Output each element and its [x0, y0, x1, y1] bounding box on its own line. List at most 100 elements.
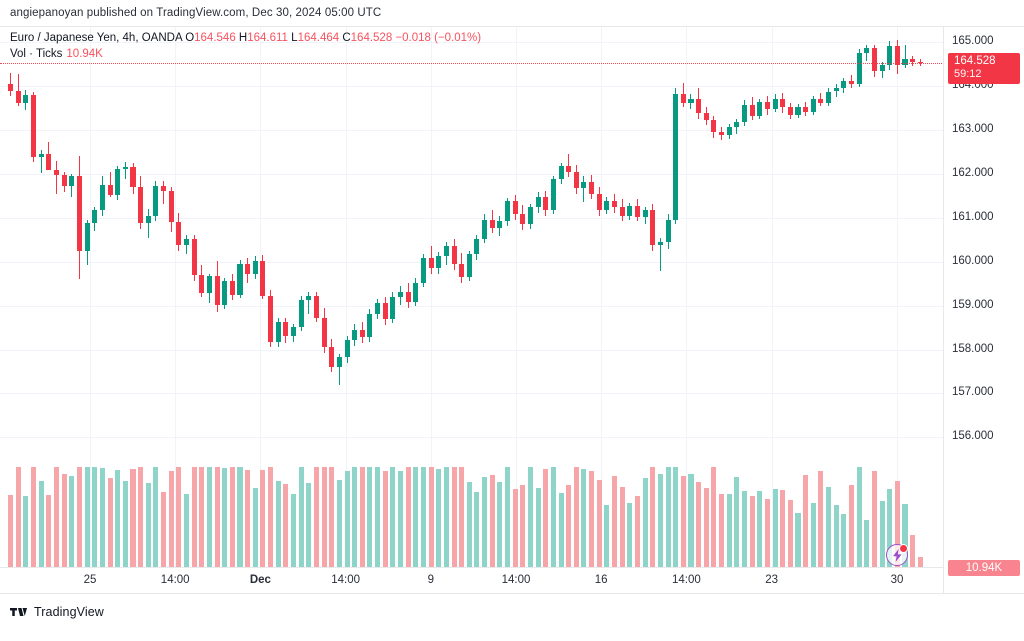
- volume-bar: [535, 487, 541, 567]
- volume-bar: [673, 467, 679, 567]
- price-axis-tick: 165.000: [952, 35, 994, 48]
- candle-body: [772, 98, 778, 110]
- candle-body: [352, 329, 358, 340]
- candle-body: [459, 263, 465, 278]
- volume-bar: [795, 512, 801, 567]
- candle-body: [841, 80, 847, 89]
- candle-body: [252, 260, 258, 275]
- published-byline: angiepanoyan published on TradingView.co…: [10, 7, 382, 19]
- current-price-badge[interactable]: 164.528 59:12: [948, 53, 1020, 85]
- candle-body: [604, 201, 610, 210]
- candle-body: [589, 181, 595, 194]
- volume-bar: [367, 467, 373, 567]
- volume-bar: [833, 504, 839, 567]
- chart-plot-area[interactable]: [0, 27, 944, 567]
- volume-bar: [634, 495, 640, 567]
- volume-bar: [719, 494, 725, 567]
- candle-body: [375, 303, 381, 314]
- volume-bar: [757, 491, 763, 567]
- volume-bar: [734, 477, 740, 567]
- volume-bar: [405, 467, 411, 567]
- candle-body: [680, 94, 686, 103]
- candle-body: [420, 258, 426, 283]
- candle-body: [787, 107, 793, 115]
- volume-bar: [92, 467, 98, 567]
- candle-body: [673, 94, 679, 221]
- volume-bar: [589, 471, 595, 567]
- candle-body: [107, 184, 113, 196]
- volume-bar: [46, 495, 52, 567]
- candle-body: [894, 45, 900, 66]
- time-axis-tick: 25: [83, 574, 97, 586]
- volume-bar: [344, 470, 350, 567]
- candle-body: [237, 263, 243, 295]
- volume-bar: [359, 467, 365, 567]
- candle-body: [161, 186, 167, 191]
- volume-bar: [229, 467, 235, 567]
- price-axis-tick: 163.000: [952, 123, 994, 136]
- time-axis-tick: 14:00: [672, 574, 701, 586]
- candle-body: [306, 295, 312, 301]
- volume-bar: [443, 467, 449, 567]
- time-axis-tick: 14:00: [501, 574, 531, 586]
- volume-bar: [107, 477, 113, 567]
- candle-body: [99, 184, 105, 210]
- price-scale[interactable]: 165.000 164.000 163.000 162.000 161.000 160.0…: [943, 27, 1024, 593]
- candle-body: [405, 291, 411, 303]
- volume-bar: [398, 471, 404, 567]
- candle-body: [910, 59, 916, 63]
- price-axis-tick: 162.000: [952, 166, 994, 179]
- candle-body: [902, 59, 908, 66]
- candle-body: [260, 260, 266, 296]
- volume-bar: [764, 498, 770, 567]
- candle-body: [275, 322, 281, 342]
- chart-frame: Euro / Japanese Yen, 4h, OANDA O164.546 …: [0, 26, 1024, 594]
- volume-bar: [772, 488, 778, 567]
- volume-bar: [726, 494, 732, 567]
- volume-bar: [31, 467, 37, 567]
- candle-body: [329, 347, 335, 368]
- volume-bar: [436, 468, 442, 567]
- volume-bar: [489, 475, 495, 567]
- candle-wick: [147, 209, 149, 238]
- candle-body: [153, 186, 159, 216]
- volume-bar: [596, 479, 602, 567]
- volume-bar: [497, 482, 503, 567]
- volume-bar: [161, 491, 167, 567]
- price-gridline: [0, 349, 944, 351]
- volume-bar: [306, 483, 312, 567]
- volume-bar: [848, 484, 855, 567]
- time-gridline: [260, 27, 262, 567]
- volume-bar: [573, 467, 579, 567]
- candle-wick: [17, 73, 19, 106]
- volume-bar: [711, 467, 717, 567]
- candle-body: [864, 47, 870, 54]
- candle-body: [199, 274, 205, 294]
- candle-body: [749, 104, 755, 117]
- volume-bar: [122, 481, 128, 567]
- price-axis-tick: 156.000: [952, 430, 994, 443]
- candle-body: [8, 84, 14, 91]
- candle-body: [657, 242, 663, 246]
- volume-bar: [451, 467, 457, 567]
- volume-bar: [520, 484, 526, 567]
- candle-body: [69, 176, 75, 187]
- candle-body: [367, 313, 373, 338]
- candle-body: [505, 201, 511, 222]
- time-scale[interactable]: 25 14:00 Dec 14:00 9 14:00 16 14:00 23 30: [0, 567, 944, 593]
- candle-body: [527, 206, 533, 225]
- volume-bar: [466, 481, 472, 567]
- volume-bar: [321, 467, 327, 567]
- volume-bar: [879, 501, 885, 567]
- volume-bar: [252, 487, 258, 567]
- volume-bar: [214, 467, 220, 567]
- candle-body: [512, 201, 518, 215]
- time-axis-tick: 14:00: [331, 574, 360, 586]
- candle-wick: [56, 160, 58, 194]
- volume-value-badge[interactable]: 10.94K: [948, 560, 1020, 576]
- candle-body: [206, 275, 212, 294]
- volume-bar: [527, 467, 533, 567]
- lightning-bolt-icon[interactable]: [886, 544, 908, 566]
- volume-bar: [696, 481, 702, 567]
